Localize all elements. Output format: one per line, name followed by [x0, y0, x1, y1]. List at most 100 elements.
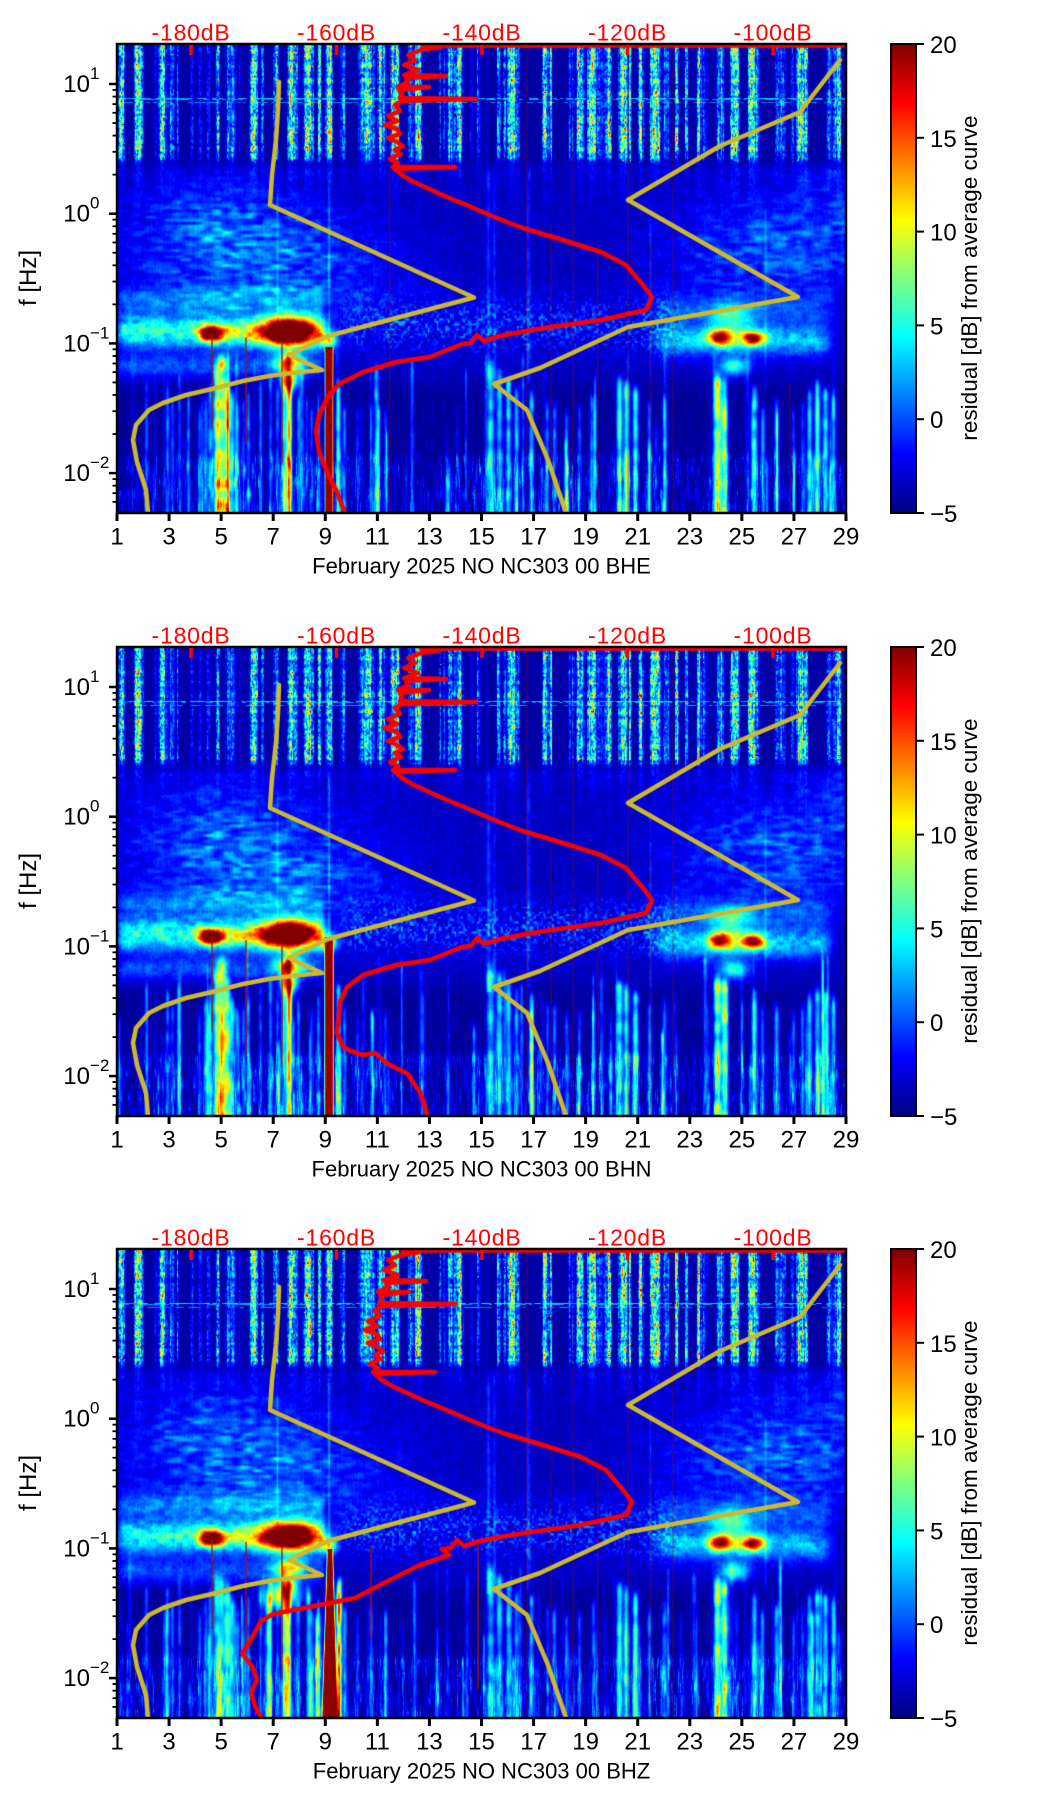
svg-text:10: 10	[930, 220, 957, 247]
svg-text:-180dB: -180dB	[152, 20, 231, 46]
svg-text:9: 9	[319, 524, 332, 551]
svg-text:10: 10	[930, 1425, 957, 1452]
svg-text:15: 15	[930, 126, 957, 153]
svg-text:17: 17	[520, 524, 547, 551]
svg-text:0: 0	[930, 1612, 943, 1639]
svg-text:0: 0	[930, 1010, 943, 1037]
svg-text:10: 10	[63, 933, 90, 960]
svg-text:5: 5	[930, 916, 943, 943]
svg-text:-120dB: -120dB	[588, 1225, 667, 1251]
svg-text:10: 10	[63, 460, 90, 487]
svg-text:15: 15	[468, 1127, 495, 1154]
svg-text:11: 11	[365, 1127, 390, 1154]
svg-text:10: 10	[63, 1406, 90, 1433]
svg-text:15: 15	[468, 524, 495, 551]
svg-text:13: 13	[416, 524, 443, 551]
svg-text:-160dB: -160dB	[297, 1225, 376, 1251]
svg-text:5: 5	[214, 524, 227, 551]
svg-text:-100dB: -100dB	[734, 20, 813, 46]
svg-text:-120dB: -120dB	[588, 623, 667, 649]
svg-text:27: 27	[781, 524, 808, 551]
svg-text:29: 29	[833, 1729, 860, 1756]
svg-text:20: 20	[930, 1237, 957, 1264]
svg-text:−5: −5	[930, 1104, 957, 1131]
svg-text:3: 3	[162, 524, 175, 551]
svg-text:-180dB: -180dB	[152, 623, 231, 649]
svg-text:−2: −2	[90, 1658, 109, 1677]
svg-text:−1: −1	[90, 323, 109, 342]
svg-text:residual [dB] from average cur: residual [dB] from average curve	[957, 1320, 982, 1645]
svg-text:0: 0	[930, 407, 943, 434]
svg-text:15: 15	[930, 1331, 957, 1358]
svg-text:17: 17	[520, 1127, 547, 1154]
svg-text:-160dB: -160dB	[297, 623, 376, 649]
svg-text:−2: −2	[90, 453, 109, 472]
svg-text:-140dB: -140dB	[443, 623, 522, 649]
svg-text:1: 1	[90, 667, 99, 686]
svg-text:23: 23	[676, 1127, 703, 1154]
svg-text:20: 20	[930, 32, 957, 59]
svg-text:-100dB: -100dB	[734, 623, 813, 649]
svg-text:residual [dB] from average cur: residual [dB] from average curve	[957, 718, 982, 1043]
svg-text:5: 5	[214, 1127, 227, 1154]
svg-text:10: 10	[930, 823, 957, 850]
svg-text:−5: −5	[930, 501, 957, 528]
svg-text:11: 11	[365, 1729, 390, 1756]
svg-text:1: 1	[110, 1127, 123, 1154]
svg-text:10: 10	[63, 201, 90, 228]
svg-text:5: 5	[930, 1518, 943, 1545]
svg-text:23: 23	[676, 1729, 703, 1756]
svg-text:-100dB: -100dB	[734, 1225, 813, 1251]
svg-text:20: 20	[930, 635, 957, 662]
svg-text:10: 10	[63, 330, 90, 357]
svg-text:residual [dB] from average cur: residual [dB] from average curve	[957, 115, 982, 440]
svg-text:27: 27	[781, 1127, 808, 1154]
svg-text:-140dB: -140dB	[443, 20, 522, 46]
svg-text:5: 5	[214, 1729, 227, 1756]
svg-text:10: 10	[63, 1535, 90, 1562]
svg-text:21: 21	[624, 1729, 651, 1756]
svg-text:10: 10	[63, 1276, 90, 1303]
svg-text:1: 1	[110, 524, 123, 551]
svg-text:9: 9	[319, 1729, 332, 1756]
svg-text:21: 21	[624, 1127, 651, 1154]
svg-text:February 2025 NO NC303 00 BHE: February 2025 NO NC303 00 BHE	[312, 554, 651, 579]
svg-text:−1: −1	[90, 1528, 109, 1547]
svg-text:29: 29	[833, 1127, 860, 1154]
svg-text:13: 13	[416, 1127, 443, 1154]
svg-text:3: 3	[162, 1127, 175, 1154]
svg-text:13: 13	[416, 1729, 443, 1756]
svg-text:7: 7	[267, 524, 280, 551]
svg-text:15: 15	[930, 729, 957, 756]
svg-text:21: 21	[624, 524, 651, 551]
svg-text:−5: −5	[930, 1706, 957, 1733]
svg-text:1: 1	[90, 1269, 99, 1288]
svg-text:-160dB: -160dB	[297, 20, 376, 46]
svg-text:29: 29	[833, 524, 860, 551]
svg-text:February 2025 NO NC303 00 BHZ: February 2025 NO NC303 00 BHZ	[313, 1759, 651, 1784]
svg-text:f [Hz]: f [Hz]	[15, 853, 42, 909]
svg-text:1: 1	[90, 64, 99, 83]
svg-text:10: 10	[63, 674, 90, 701]
svg-text:0: 0	[90, 194, 99, 213]
svg-text:27: 27	[781, 1729, 808, 1756]
svg-text:10: 10	[63, 1665, 90, 1692]
svg-text:7: 7	[267, 1729, 280, 1756]
svg-text:f [Hz]: f [Hz]	[15, 1455, 42, 1511]
svg-text:7: 7	[267, 1127, 280, 1154]
svg-text:19: 19	[572, 1127, 599, 1154]
svg-text:10: 10	[63, 71, 90, 98]
svg-text:9: 9	[319, 1127, 332, 1154]
svg-text:−2: −2	[90, 1056, 109, 1075]
svg-text:-120dB: -120dB	[588, 20, 667, 46]
svg-text:f [Hz]: f [Hz]	[15, 250, 42, 306]
svg-text:0: 0	[90, 797, 99, 816]
svg-text:-140dB: -140dB	[443, 1225, 522, 1251]
svg-text:23: 23	[676, 524, 703, 551]
svg-text:0: 0	[90, 1399, 99, 1418]
svg-text:25: 25	[729, 524, 756, 551]
svg-text:17: 17	[520, 1729, 547, 1756]
svg-text:25: 25	[729, 1127, 756, 1154]
svg-text:11: 11	[365, 524, 390, 551]
svg-text:25: 25	[729, 1729, 756, 1756]
